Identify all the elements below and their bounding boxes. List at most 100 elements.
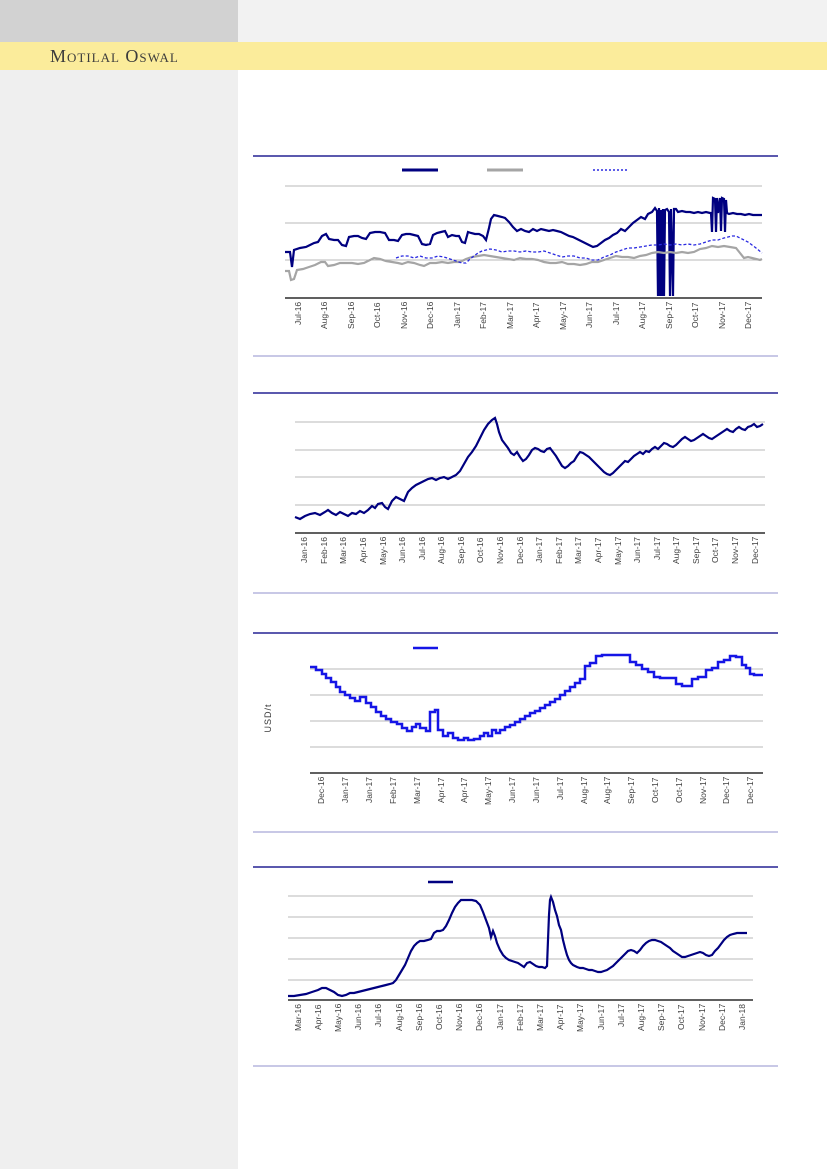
x-tick-label: Jan-17	[534, 537, 545, 563]
x-tick-label: Dec-16	[474, 1004, 485, 1032]
x-tick-label: Feb-17	[553, 537, 564, 564]
x-tick-label: May-17	[612, 537, 623, 566]
x-tick-label: Jun-16	[397, 537, 408, 563]
x-tick-label: Nov-17	[730, 537, 740, 565]
x-tick-label: Jan-17	[494, 1004, 505, 1030]
x-tick-label: Aug-17	[636, 1004, 647, 1032]
x-tick-label: Aug-17	[671, 537, 682, 565]
x-tick-label: Mar-17	[411, 777, 422, 804]
x-tick-label: Mar-17	[573, 537, 584, 564]
x-tick-label: Aug-16	[319, 302, 330, 330]
x-tick-label: Feb-17	[387, 777, 398, 804]
x-tick-label: Nov-16	[398, 302, 409, 330]
x-tick-label: Dec-17	[716, 1004, 727, 1032]
x-tick-label: Jan-18	[737, 1004, 748, 1030]
x-tick-label: Apr-17	[459, 777, 470, 803]
x-tick-label: Apr-17	[555, 1004, 566, 1030]
x-tick-label: Apr-16	[312, 1004, 323, 1030]
x-tick-label: Apr-17	[592, 537, 603, 563]
x-tick-label: Nov-16	[454, 1004, 465, 1032]
x-tick-label: Jul-17	[554, 777, 565, 801]
x-tick-label: Sep-16	[345, 302, 356, 330]
x-tick-label: Jul-16	[292, 302, 303, 326]
x-tick-label: Feb-16	[318, 537, 329, 564]
x-tick-label: Dec-17	[749, 537, 760, 565]
x-tick-label: Dec-17	[745, 777, 756, 805]
x-tick-label: Sep-16	[455, 537, 466, 565]
x-tick-label: Jun-17	[632, 537, 643, 563]
x-tick-label: Aug-16	[436, 537, 447, 565]
x-tick-label: Nov-17	[696, 1004, 707, 1032]
x-tick-label: Jan-17	[340, 777, 351, 803]
x-tick-label: Dec-16	[425, 302, 436, 330]
x-tick-label: Apr-17	[435, 777, 446, 803]
x-tick-label: Sep-17	[690, 537, 701, 565]
x-tick-label: Oct-16	[372, 302, 383, 328]
x-tick-label: Jan-16	[299, 537, 310, 563]
series-navy-solid	[285, 196, 762, 297]
x-tick-label: Jun-16	[353, 1004, 364, 1030]
x-tick-label: Feb-17	[514, 1004, 525, 1031]
chart-1-x-labels: Jul-16 Aug-16 Sep-16 Oct-16 Nov-16 Dec-16 Jan-…	[285, 302, 762, 350]
chart-4-x-labels: Mar-16 Apr-16 May-16 Jun-16 Jul-16 Aug-16 Sep-…	[288, 1004, 753, 1052]
x-tick-label: Jun-17	[584, 302, 595, 328]
x-tick-label: Oct-17	[650, 777, 660, 803]
x-tick-label: Dec-16	[514, 537, 525, 565]
x-tick-label: Mar-16	[292, 1004, 303, 1031]
x-tick-label: Sep-17	[656, 1004, 667, 1032]
x-tick-label: Jul-17	[615, 1004, 626, 1028]
x-tick-label: Jul-17	[651, 537, 662, 561]
x-tick-label: Sep-16	[413, 1004, 424, 1032]
series-gray-solid	[285, 244, 763, 282]
chart-3-x-labels: Dec-16 Jan-17 Jan-17 Feb-17 Mar-17 Apr-17 Apr-…	[310, 777, 763, 825]
x-tick-label: Dec-17	[721, 777, 732, 805]
x-tick-label: May-17	[557, 302, 568, 331]
x-tick-label: Jun-17	[507, 777, 518, 803]
brand-band	[0, 42, 827, 70]
x-tick-label: Mar-16	[338, 537, 349, 564]
x-tick-label: Oct-17	[710, 537, 721, 563]
brand-logo: Motilal Oswal	[50, 46, 179, 66]
x-tick-label: May-16	[377, 537, 388, 566]
series-navy-solid	[288, 893, 747, 998]
x-tick-label: Aug-16	[393, 1004, 404, 1032]
x-tick-label: Jul-17	[610, 302, 621, 326]
x-tick-label: Nov-17	[697, 777, 708, 805]
x-tick-label: Oct-17	[676, 1004, 687, 1030]
x-tick-label: Nov-17	[716, 302, 727, 330]
x-tick-label: Aug-17	[602, 777, 613, 805]
x-tick-label: Dec-17	[743, 302, 754, 330]
x-tick-label: Apr-16	[358, 537, 369, 563]
x-tick-label: May-17	[575, 1004, 586, 1033]
x-tick-label: Jul-16	[373, 1004, 384, 1028]
x-tick-label: Aug-17	[637, 302, 648, 330]
x-tick-label: Sep-17	[626, 777, 637, 805]
x-tick-label: Jun-17	[595, 1004, 606, 1030]
sidebar-top-block	[0, 0, 238, 42]
x-tick-label: Nov-16	[495, 537, 506, 565]
x-tick-label: Oct-17	[673, 777, 684, 803]
left-sidebar	[0, 0, 238, 1169]
x-tick-label: May-17	[483, 777, 494, 806]
x-tick-label: Aug-17	[578, 777, 589, 805]
x-tick-label: Apr-17	[531, 302, 542, 328]
chart-2-x-labels: Jan-16 Feb-16 Mar-16 Apr-16 May-16 Jun-16 Jul-…	[295, 537, 765, 585]
x-tick-label: Feb-17	[478, 302, 489, 329]
x-tick-label: May-16	[333, 1004, 343, 1033]
x-tick-label: Oct-16	[434, 1004, 445, 1030]
series-navy-solid	[294, 416, 764, 521]
x-tick-label: Dec-16	[316, 777, 327, 805]
x-tick-label: Jan-17	[364, 777, 375, 803]
x-tick-label: Mar-17	[504, 302, 515, 329]
series-bright-blue-step	[310, 653, 763, 742]
x-tick-label: Sep-17	[663, 302, 674, 330]
x-tick-label: Jan-17	[451, 302, 462, 328]
x-tick-label: Oct-16	[475, 537, 486, 563]
y-axis-title: USD/t	[263, 703, 273, 733]
x-tick-label: Oct-17	[690, 302, 701, 328]
x-tick-label: Mar-17	[535, 1004, 546, 1031]
x-tick-label: Jul-16	[416, 537, 427, 561]
x-tick-label: Jun-17	[530, 777, 541, 803]
